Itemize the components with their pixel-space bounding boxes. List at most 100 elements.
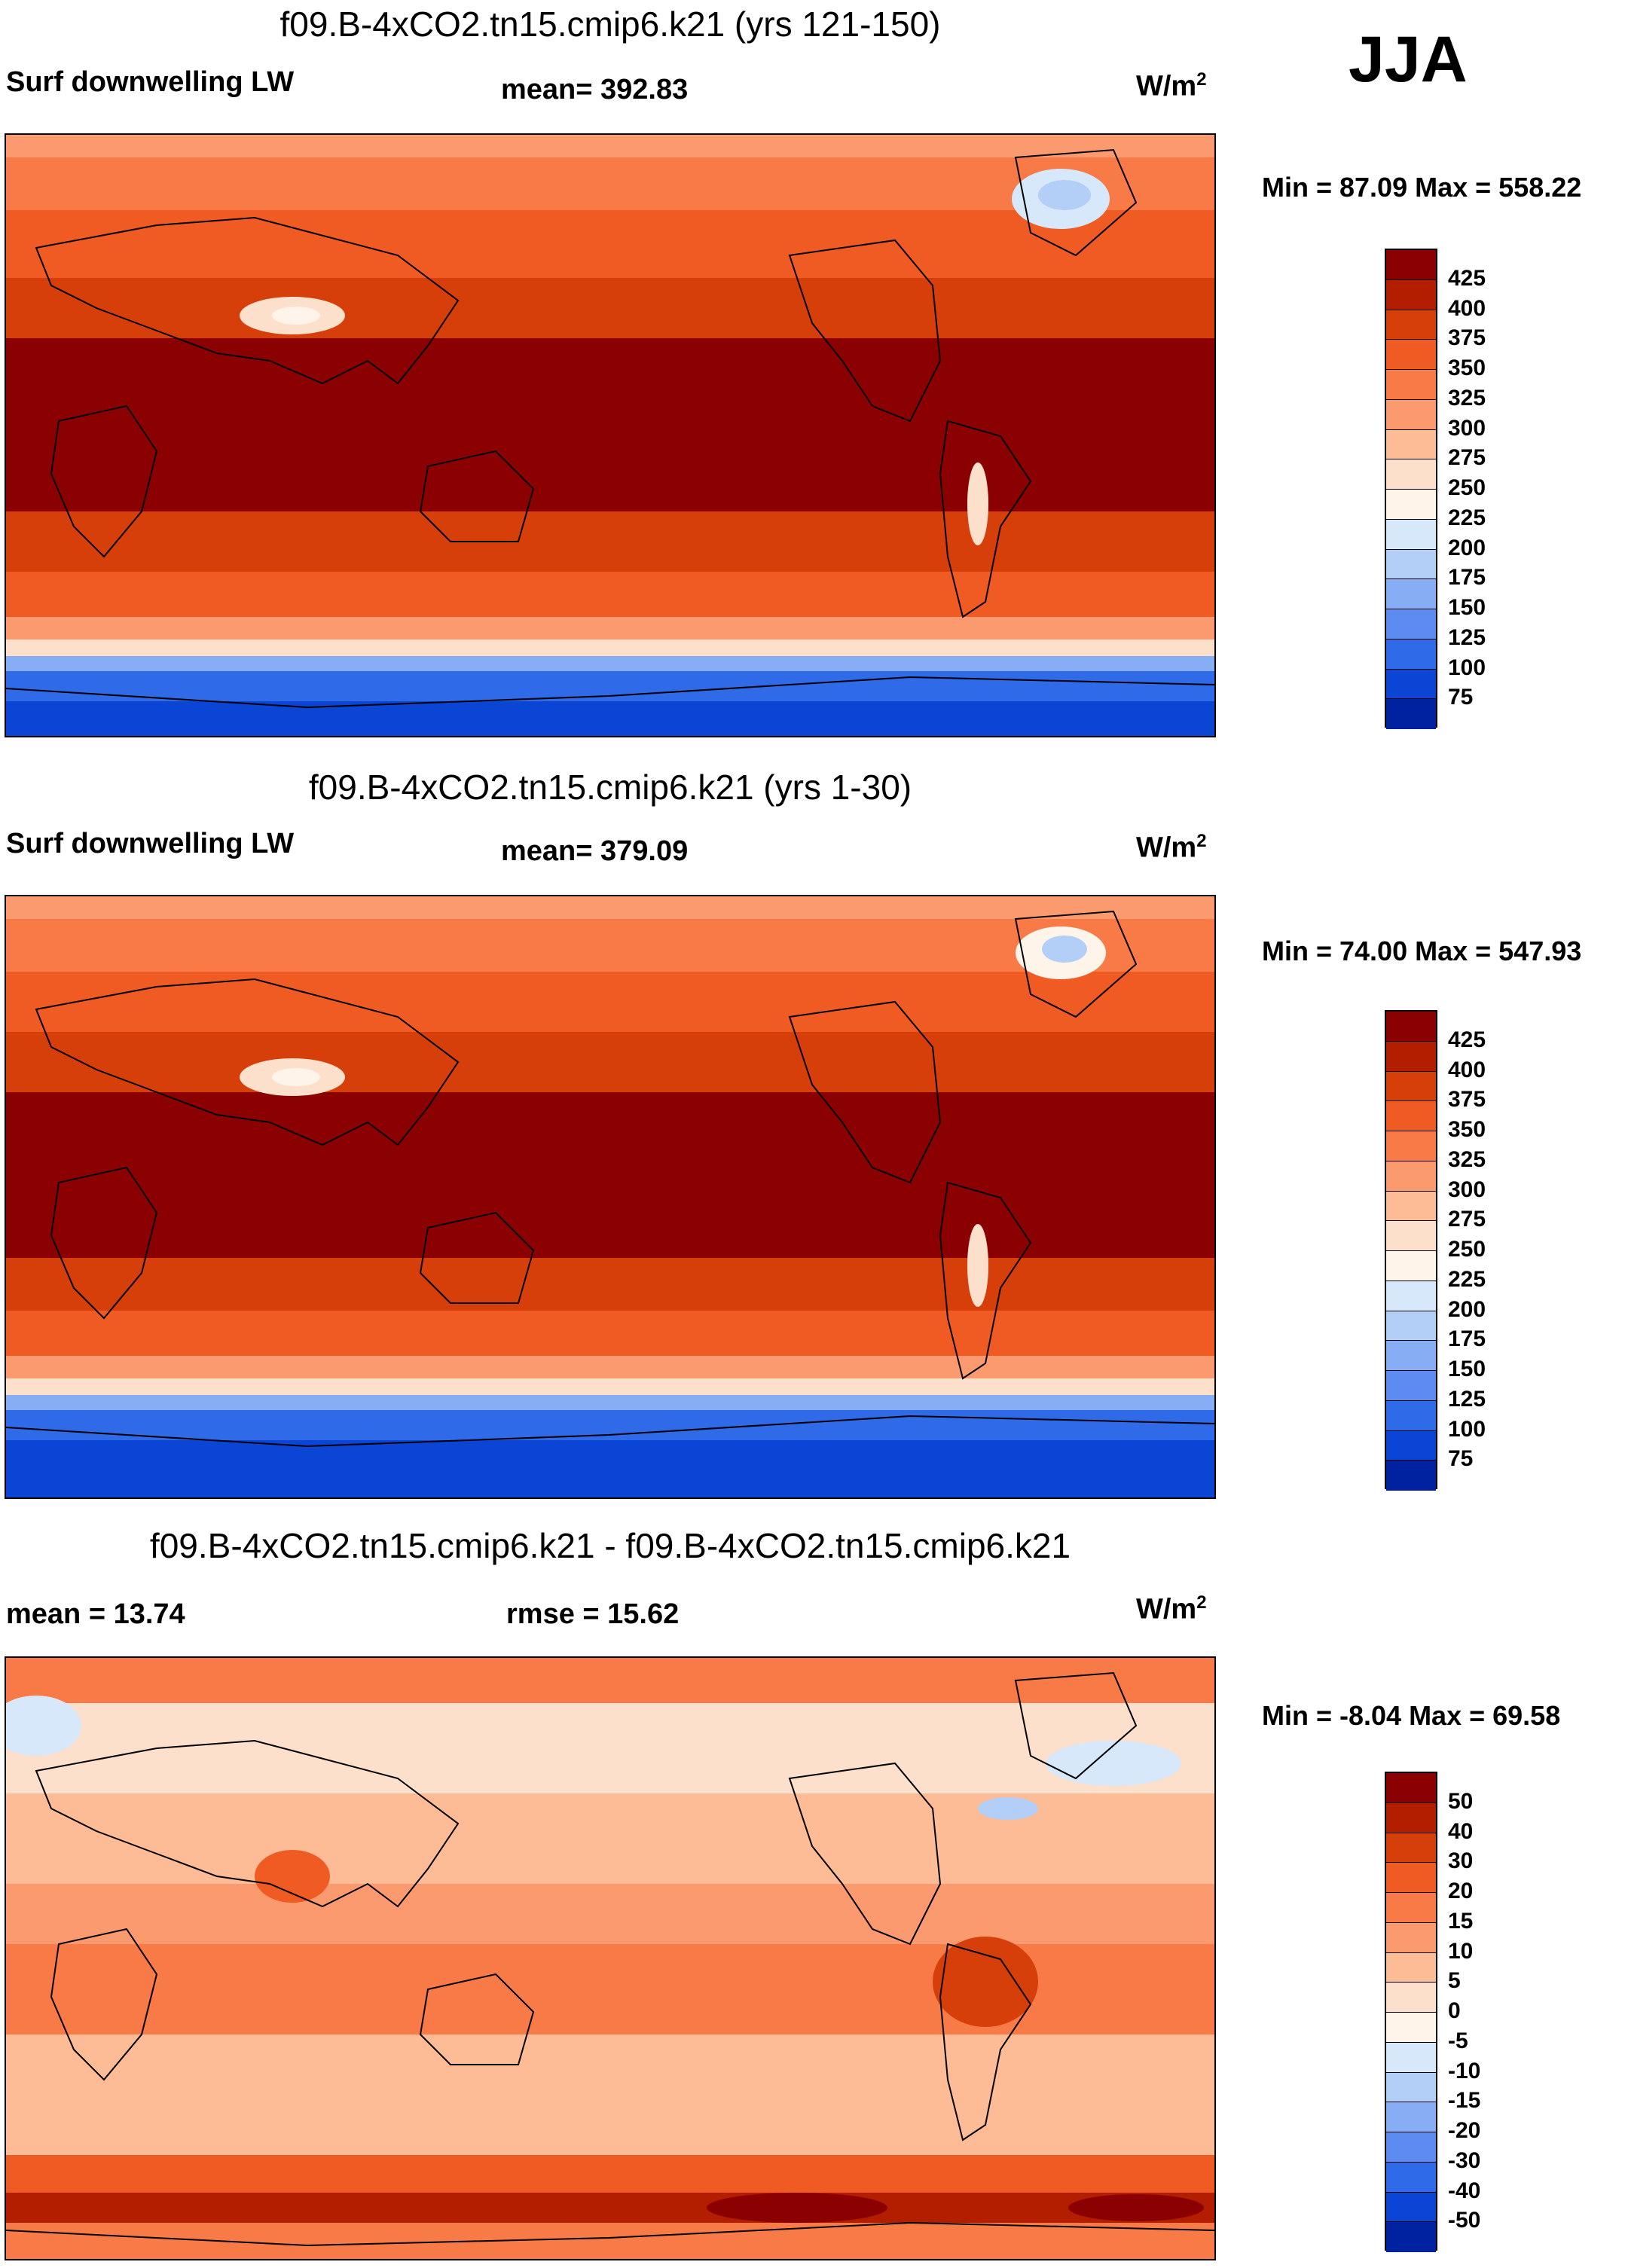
panel3-swatch-7: [1386, 1983, 1436, 2013]
panel3-tick-0: 50: [1448, 1788, 1474, 1814]
greenland-cool: [1046, 1741, 1181, 1786]
band-south-mid: [6, 1311, 1214, 1356]
panel1-colorbar: [1385, 249, 1437, 729]
panel2-swatch-10: [1386, 1311, 1436, 1342]
panel2-swatch-12: [1386, 1371, 1436, 1401]
coastlines: [6, 148, 1214, 709]
band-south-3: [6, 2193, 1214, 2223]
india-warm: [255, 1850, 330, 1903]
band-south-4: [6, 2223, 1214, 2259]
panel2-swatch-13: [1386, 1400, 1436, 1431]
band-north-warm: [6, 1658, 1214, 1703]
panel1-swatch-10: [1386, 549, 1436, 580]
panel3-swatch-13: [1386, 2162, 1436, 2193]
panel1-tick-14: 75: [1448, 685, 1474, 710]
tibet-core: [272, 1068, 320, 1086]
panel2-mean: mean= 379.09: [501, 835, 689, 867]
panel3-tick-10: -15: [1448, 2088, 1481, 2114]
panel1-swatch-8: [1386, 490, 1436, 520]
panel3-map: [5, 1656, 1216, 2260]
panel3-minmax: Min = -8.04 Max = 69.58: [1262, 1700, 1561, 1731]
panel1-mean: mean= 392.83: [501, 74, 689, 105]
panel2-tick-13: 100: [1448, 1416, 1486, 1442]
panel2-swatch-7: [1386, 1221, 1436, 1251]
panel3-tick-1: 40: [1448, 1818, 1474, 1844]
panel3-swatch-2: [1386, 1833, 1436, 1864]
panel1-tick-7: 250: [1448, 475, 1486, 500]
panel3-swatch-15: [1386, 2222, 1436, 2252]
band-south-1: [6, 2034, 1214, 2155]
panel1-map: [5, 133, 1216, 737]
panel2-swatch-3: [1386, 1101, 1436, 1131]
panel1-swatch-15: [1386, 699, 1436, 729]
panel1-title: f09.B-4xCO2.tn15.cmip6.k21 (yrs 121-150): [279, 5, 941, 44]
panel3-tick-12: -30: [1448, 2147, 1481, 2173]
greenland-core: [1038, 180, 1091, 210]
band-south-mid: [6, 572, 1214, 617]
panel2-variable: Surf downwelling LW: [6, 828, 295, 859]
band-north-subtrop: [6, 1032, 1214, 1092]
panel2-swatch-2: [1386, 1071, 1436, 1102]
panel1-tick-3: 350: [1448, 356, 1486, 380]
panel3-swatch-4: [1386, 1893, 1436, 1923]
coastlines: [6, 1671, 1214, 2247]
panel1-minmax: Min = 87.09 Max = 558.22: [1262, 172, 1582, 203]
band-antarctic-2: [6, 671, 1214, 701]
band-south-subtrop: [6, 511, 1214, 572]
panel3-swatch-5: [1386, 1922, 1436, 1953]
band-south-2: [6, 2155, 1214, 2193]
panel1-tick-10: 175: [1448, 565, 1486, 591]
band-arctic: [6, 896, 1214, 919]
panel1-tick-12: 125: [1448, 624, 1486, 650]
panel3-rmse: rmse = 15.62: [506, 1598, 680, 1630]
panel1-swatch-9: [1386, 519, 1436, 550]
panel2-swatch-0: [1386, 1012, 1436, 1042]
band-trop-1: [6, 1884, 1214, 1944]
panel3-tick-13: -40: [1448, 2178, 1481, 2203]
panel3-title: f09.B-4xCO2.tn15.cmip6.k21 - f09.B-4xCO2…: [149, 1526, 1071, 1565]
panel1-swatch-6: [1386, 429, 1436, 460]
panel1-swatch-7: [1386, 459, 1436, 490]
panel3-tick-6: 5: [1448, 1968, 1461, 1994]
panel3-swatch-12: [1386, 2132, 1436, 2163]
panel3-swatch-10: [1386, 2072, 1436, 2103]
amazon-warm: [933, 1937, 1038, 2027]
band-antarctic-2: [6, 1410, 1214, 1440]
panel1-swatch-4: [1386, 370, 1436, 400]
panel1-tick-1: 400: [1448, 295, 1486, 321]
panel3-swatch-3: [1386, 1863, 1436, 1893]
panel3-units: W/m2: [1136, 1592, 1207, 1625]
panel2-units: W/m2: [1136, 831, 1207, 864]
panel2-tick-10: 175: [1448, 1326, 1486, 1352]
panel1-swatch-14: [1386, 669, 1436, 700]
tibet-core: [272, 307, 320, 325]
n-atlantic-cool: [978, 1797, 1038, 1820]
panel2-swatch-4: [1386, 1131, 1436, 1161]
season-label: JJA: [1349, 23, 1468, 96]
panel2-swatch-6: [1386, 1191, 1436, 1222]
band-tropics: [6, 338, 1214, 511]
panel3-tick-9: -10: [1448, 2058, 1481, 2083]
band-antarctic-1: [6, 1395, 1214, 1410]
panel3-swatch-14: [1386, 2192, 1436, 2223]
panel3-tick-11: -20: [1448, 2118, 1481, 2143]
band-north-subtrop: [6, 278, 1214, 338]
panel2-tick-8: 225: [1448, 1266, 1486, 1292]
band-hi-north: [6, 919, 1214, 972]
panel1-tick-5: 300: [1448, 415, 1486, 441]
panel2-title: f09.B-4xCO2.tn15.cmip6.k21 (yrs 1-30): [308, 768, 912, 807]
panel1-tick-8: 225: [1448, 505, 1486, 530]
andes-low: [967, 462, 988, 545]
band-south-hi: [6, 617, 1214, 639]
panel1-variable: Surf downwelling LW: [6, 66, 295, 98]
panel2-tick-7: 250: [1448, 1237, 1486, 1262]
panel1-tick-4: 325: [1448, 385, 1486, 411]
panel2-swatch-15: [1386, 1461, 1436, 1491]
band-antarctic-3: [6, 1440, 1214, 1497]
panel2-tick-5: 300: [1448, 1177, 1486, 1202]
panel3-tick-8: -5: [1448, 2028, 1468, 2053]
panel1-units: W/m2: [1136, 69, 1207, 102]
panel3-swatch-1: [1386, 1802, 1436, 1833]
panel2-swatch-1: [1386, 1041, 1436, 1072]
panel1-swatch-5: [1386, 399, 1436, 430]
